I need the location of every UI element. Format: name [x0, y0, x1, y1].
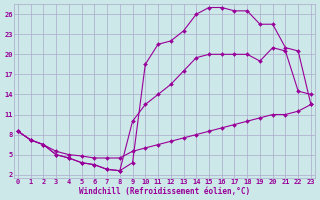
X-axis label: Windchill (Refroidissement éolien,°C): Windchill (Refroidissement éolien,°C): [79, 187, 250, 196]
